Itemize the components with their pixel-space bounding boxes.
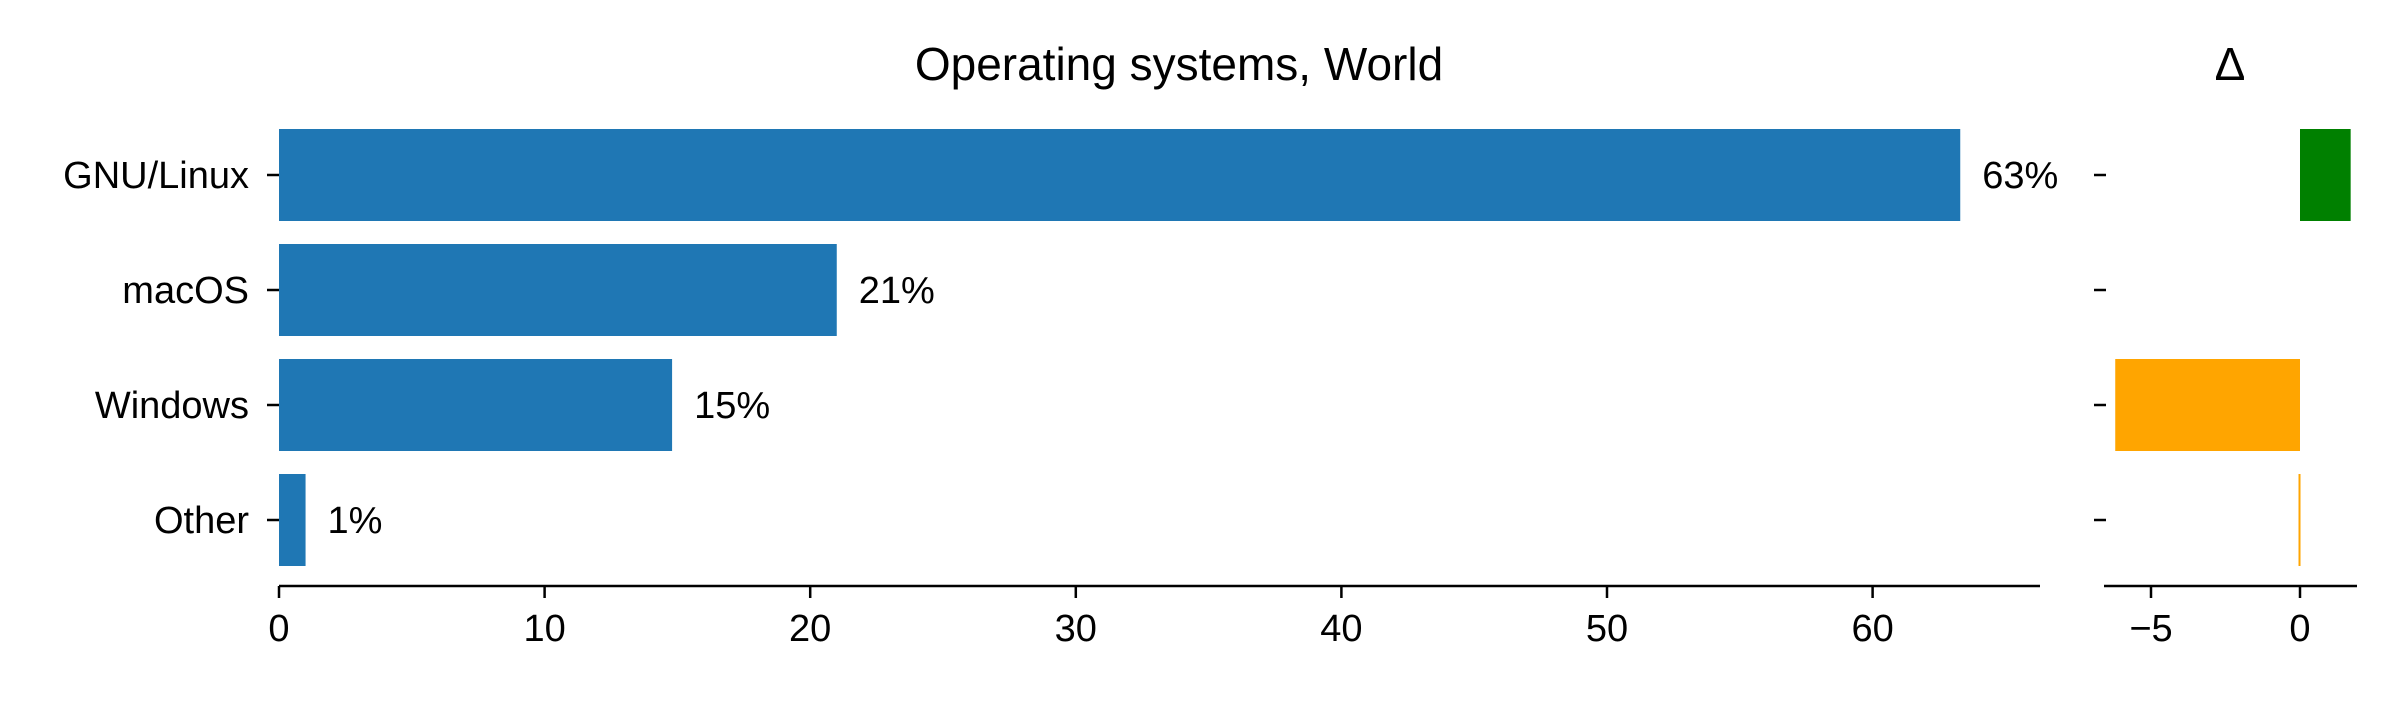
category-label-macos: macOS bbox=[122, 270, 249, 312]
category-label-windows: Windows bbox=[95, 385, 249, 427]
bar-macos bbox=[279, 244, 837, 336]
category-labels: GNU/Linux macOS Windows Other bbox=[63, 155, 279, 542]
delta-y-ticks bbox=[2094, 173, 2106, 522]
delta-x-tick-label-0: 0 bbox=[2289, 608, 2310, 650]
data-label-gnu-linux: 63% bbox=[1982, 155, 2058, 197]
x-tick-label-20: 20 bbox=[789, 608, 831, 650]
x-tick-label-50: 50 bbox=[1586, 608, 1628, 650]
x-tick-label-40: 40 bbox=[1320, 608, 1362, 650]
data-label-macos: 21% bbox=[859, 270, 935, 312]
main-x-ticks: 0 10 20 30 40 50 60 bbox=[268, 586, 1894, 650]
delta-x-tick-label-neg5: −5 bbox=[2129, 608, 2172, 650]
category-label-gnu-linux: GNU/Linux bbox=[63, 155, 249, 197]
data-label-windows: 15% bbox=[694, 385, 770, 427]
x-tick-label-60: 60 bbox=[1851, 608, 1893, 650]
x-tick-label-0: 0 bbox=[268, 608, 289, 650]
bar-windows bbox=[279, 359, 673, 451]
category-label-other: Other bbox=[154, 500, 249, 542]
delta-bars bbox=[2115, 129, 2351, 566]
delta-bar-gnu-linux bbox=[2300, 129, 2351, 221]
delta-chart-title: Δ bbox=[2215, 38, 2246, 90]
x-tick-label-10: 10 bbox=[523, 608, 565, 650]
main-bars bbox=[279, 129, 1961, 566]
bar-gnu-linux bbox=[279, 129, 1961, 221]
main-chart-title: Operating systems, World bbox=[915, 38, 1443, 90]
delta-x-ticks: −5 0 bbox=[2129, 586, 2311, 650]
delta-bar-windows bbox=[2115, 359, 2300, 451]
bar-other bbox=[279, 474, 306, 566]
main-chart-panel: Operating systems, World 63% 21% 15% 1% GNU… bbox=[63, 38, 2058, 650]
delta-chart-panel: Δ −5 0 bbox=[2094, 38, 2357, 650]
x-tick-label-30: 30 bbox=[1055, 608, 1097, 650]
data-label-other: 1% bbox=[328, 500, 383, 542]
main-data-labels: 63% 21% 15% 1% bbox=[328, 155, 2059, 542]
delta-bar-other bbox=[2298, 474, 2301, 566]
